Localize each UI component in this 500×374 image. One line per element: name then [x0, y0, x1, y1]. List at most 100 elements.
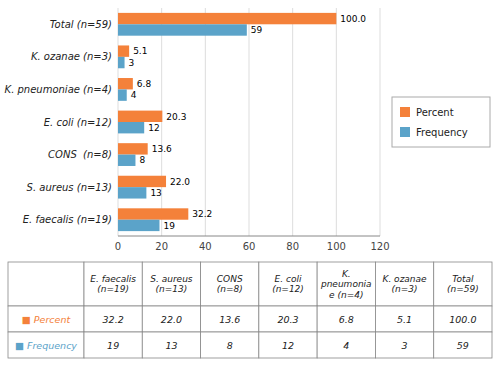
table-cell — [8, 332, 84, 358]
legend-swatch — [400, 127, 410, 137]
x-axis-line — [118, 236, 380, 237]
table-cell — [434, 262, 492, 306]
table-cell — [317, 306, 375, 332]
y-tick-label: S. aureus (n=13) — [27, 182, 112, 193]
data-label: 100.0 — [340, 14, 366, 24]
y-tick-label: Total (n=59) — [50, 19, 112, 30]
table-value: 22.0 — [161, 314, 182, 325]
legend: Percent Frequency — [392, 97, 490, 147]
table-cell — [201, 262, 259, 306]
legend-label: Percent — [416, 107, 454, 118]
table-cell — [84, 306, 142, 332]
legend-box — [392, 97, 490, 147]
bar — [118, 57, 125, 68]
y-tick-label: K. pneumoniae (n=4) — [5, 84, 112, 95]
grid-line — [292, 8, 293, 236]
table-cell — [317, 332, 375, 358]
table-header: CONS(n=8) — [217, 274, 243, 295]
table-cell — [259, 262, 317, 306]
grid-line — [380, 8, 381, 236]
table-value: 12 — [282, 340, 294, 351]
bar — [118, 208, 188, 219]
bar — [118, 78, 133, 89]
table-value: 8 — [227, 340, 233, 351]
bar — [118, 220, 159, 231]
data-label: 8 — [139, 155, 145, 165]
table-row-label: ■ Frequency — [15, 340, 77, 351]
x-tick-label: 80 — [286, 241, 299, 252]
table-cell — [201, 332, 259, 358]
table-cell — [259, 306, 317, 332]
table-header: Total(n=59) — [447, 274, 479, 295]
table-value: 13.6 — [219, 314, 240, 325]
table-cell — [375, 306, 433, 332]
bar — [118, 155, 135, 166]
chart: 02040608010012032.222.013.620.36.85.1100… — [0, 0, 500, 374]
data-label: 6.8 — [137, 79, 152, 89]
table-value: 3 — [402, 340, 408, 351]
table-value: 19 — [107, 340, 119, 351]
bar — [118, 24, 247, 35]
table-cell — [259, 332, 317, 358]
bar — [118, 187, 146, 198]
legend-swatch — [400, 107, 410, 117]
table-header: E. coli(n=12) — [272, 274, 304, 295]
table-value: 5.1 — [397, 314, 412, 325]
x-tick-label: 20 — [155, 241, 168, 252]
table-cell — [142, 262, 200, 306]
table-cell — [8, 306, 84, 332]
data-label: 32.2 — [192, 209, 212, 219]
table-cell — [84, 332, 142, 358]
x-tick-label: 60 — [243, 241, 256, 252]
table-cell — [142, 332, 200, 358]
table-cell — [8, 262, 84, 306]
data-label: 22.0 — [170, 177, 190, 187]
grid-line — [336, 8, 337, 236]
table-row-label: ■ Percent — [22, 314, 72, 325]
table-value: 100.0 — [449, 314, 476, 325]
table-cell — [434, 306, 492, 332]
table-value: 6.8 — [339, 314, 354, 325]
table-value: 13 — [165, 340, 177, 351]
data-label: 59 — [251, 25, 263, 35]
bar — [118, 111, 162, 122]
grid-line — [249, 8, 250, 236]
data-label: 13 — [150, 188, 161, 198]
chart-container: 02040608010012032.222.013.620.36.85.1100… — [0, 0, 500, 374]
table-cell — [375, 332, 433, 358]
table-cell — [434, 332, 492, 358]
data-label: 4 — [131, 90, 137, 100]
bar — [118, 89, 127, 100]
table-cell — [84, 262, 142, 306]
data-label: 5.1 — [133, 46, 147, 56]
grid — [118, 8, 380, 236]
x-tick-label: 40 — [199, 241, 212, 252]
x-tick-label: 120 — [370, 241, 389, 252]
x-tick-label: 0 — [115, 241, 121, 252]
table-value: 32.2 — [103, 314, 124, 325]
table-cell — [375, 262, 433, 306]
table-value: 4 — [343, 340, 349, 351]
grid-line — [205, 8, 206, 236]
bar — [118, 45, 129, 56]
bar — [118, 176, 166, 187]
bar — [118, 13, 336, 24]
bar — [118, 122, 144, 133]
data-label: 19 — [163, 221, 175, 231]
data-labels: 32.222.013.620.36.85.1100.019138124359 — [129, 14, 367, 231]
table-value: 20.3 — [277, 314, 298, 325]
table-cell — [201, 306, 259, 332]
y-tick-label: E. faecalis (n=19) — [23, 214, 112, 225]
y-tick-label: E. coli (n=12) — [44, 117, 112, 128]
table-value: 59 — [457, 340, 469, 351]
table-cell — [317, 262, 375, 306]
y-tick-label: K. ozanae (n=3) — [31, 51, 112, 62]
table-header: K. ozanae(n=3) — [383, 274, 428, 295]
y-tick-label: CONS (n=8) — [48, 149, 112, 160]
data-label: 20.3 — [166, 112, 186, 122]
data-label: 13.6 — [152, 144, 172, 154]
table-cell — [142, 306, 200, 332]
table-header: S. aureus(n=13) — [150, 274, 193, 295]
bar — [118, 143, 148, 154]
legend-label: Frequency — [416, 127, 468, 138]
